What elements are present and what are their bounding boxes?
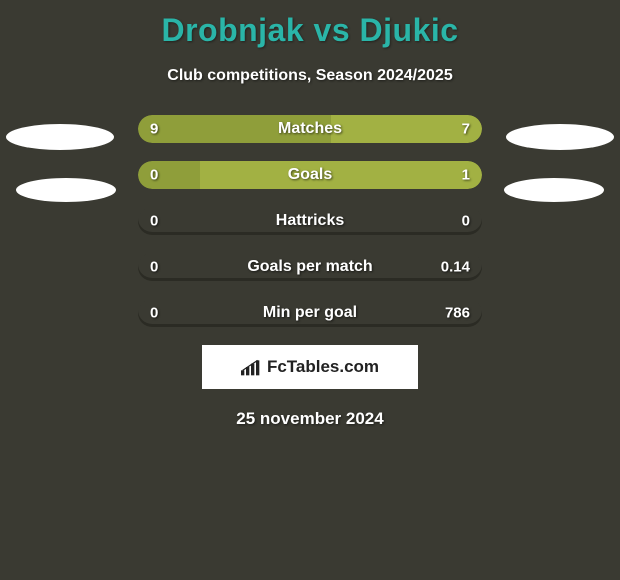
stat-value-left: 0 [150,213,158,230]
stat-label: Goals [288,166,332,184]
stat-row-goals-per-match: 0 Goals per match 0.14 [138,253,482,281]
stat-bar-left [138,161,200,189]
stat-label: Matches [278,120,342,138]
stat-value-left: 0 [150,167,158,184]
footer-date: 25 november 2024 [0,409,620,429]
logo-box[interactable]: FcTables.com [202,345,418,389]
stat-value-right: 0 [462,213,470,230]
stat-value-left: 0 [150,259,158,276]
page-title: Drobnjak vs Djukic [0,0,620,49]
logo-text: FcTables.com [267,357,379,377]
page-subtitle: Club competitions, Season 2024/2025 [0,67,620,85]
stat-value-left: 0 [150,305,158,322]
stat-label: Hattricks [276,212,344,230]
stat-value-left: 9 [150,121,158,138]
stat-bar-right [200,161,482,189]
stat-bar-right [331,115,482,143]
stat-row-min-per-goal: 0 Min per goal 786 [138,299,482,327]
stat-label: Goals per match [247,258,372,276]
stat-label: Min per goal [263,304,357,322]
stat-value-right: 786 [445,305,470,322]
stat-row-hattricks: 0 Hattricks 0 [138,207,482,235]
bars-icon [241,358,261,376]
stats-container: 9 Matches 7 0 Goals 1 0 Hattricks 0 0 Go… [0,115,620,327]
stat-row-matches: 9 Matches 7 [138,115,482,143]
stat-value-right: 0.14 [441,259,470,276]
stat-row-goals: 0 Goals 1 [138,161,482,189]
stat-value-right: 1 [462,167,470,184]
stat-value-right: 7 [462,121,470,138]
